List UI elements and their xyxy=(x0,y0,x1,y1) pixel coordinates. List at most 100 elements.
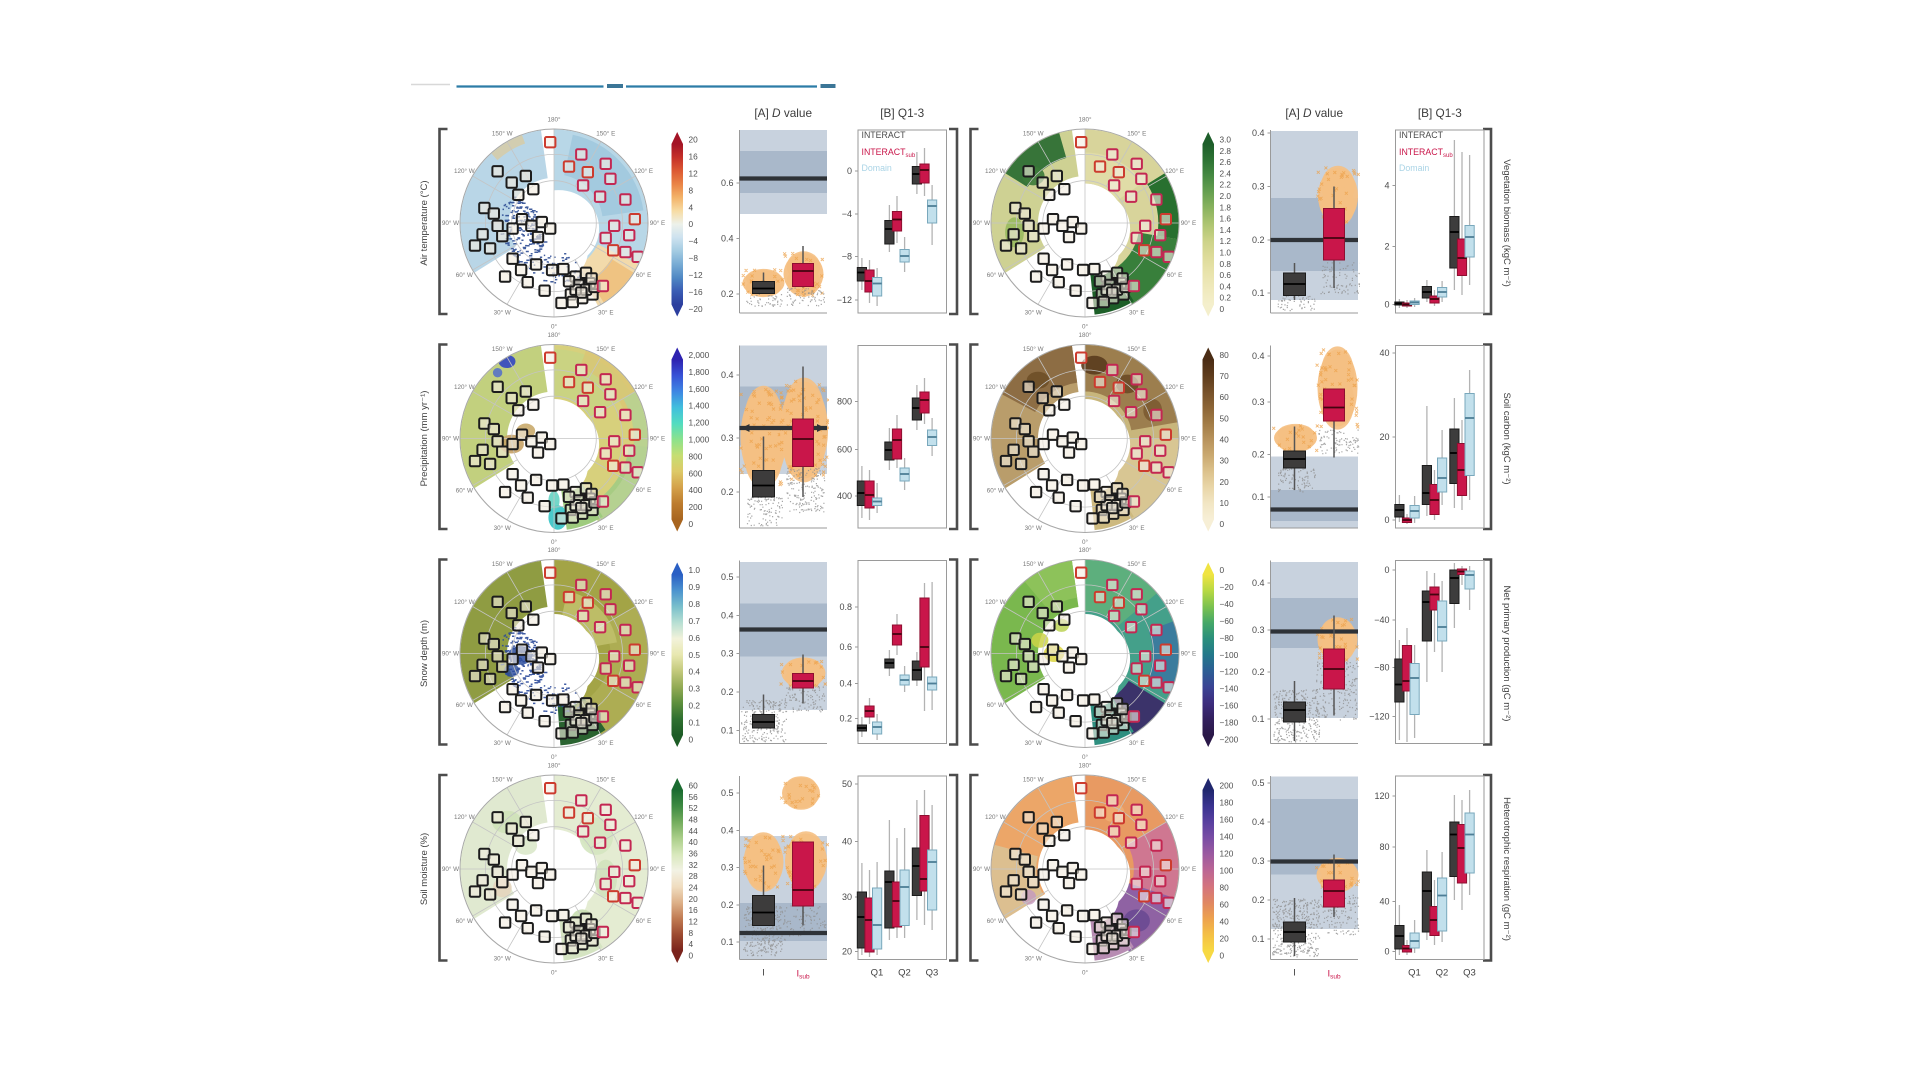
svg-text:0.2: 0.2 xyxy=(1220,293,1232,303)
svg-text:1,200: 1,200 xyxy=(689,418,710,428)
svg-text:8: 8 xyxy=(689,928,694,938)
svg-text:50: 50 xyxy=(1220,413,1230,423)
svg-text:0.4: 0.4 xyxy=(721,611,734,621)
svg-text:Q2: Q2 xyxy=(1436,968,1449,979)
svg-text:150° W: 150° W xyxy=(492,345,513,353)
svg-text:1.6: 1.6 xyxy=(1220,214,1232,224)
svg-text:0.1: 0.1 xyxy=(1252,934,1265,944)
svg-text:−16: −16 xyxy=(689,287,703,297)
svg-text:30° E: 30° E xyxy=(598,739,613,747)
svg-text:180: 180 xyxy=(1220,798,1234,808)
svg-text:20: 20 xyxy=(1220,934,1230,944)
svg-text:0.8: 0.8 xyxy=(689,599,701,609)
svg-text:150° E: 150° E xyxy=(1127,345,1146,353)
svg-text:0.2: 0.2 xyxy=(1252,235,1265,245)
svg-text:60: 60 xyxy=(689,781,699,791)
svg-text:0.2: 0.2 xyxy=(721,687,734,697)
svg-text:30: 30 xyxy=(1220,456,1230,466)
svg-text:90° E: 90° E xyxy=(650,650,665,658)
svg-text:150° W: 150° W xyxy=(1023,129,1044,137)
svg-text:0.1: 0.1 xyxy=(721,937,734,947)
svg-text:30° W: 30° W xyxy=(1025,524,1042,532)
svg-text:1,600: 1,600 xyxy=(689,384,710,394)
svg-text:30° W: 30° W xyxy=(494,955,511,963)
svg-text:0.7: 0.7 xyxy=(689,616,701,626)
svg-text:−4: −4 xyxy=(842,209,852,219)
svg-text:1,400: 1,400 xyxy=(689,401,710,411)
svg-text:−100: −100 xyxy=(1220,650,1239,660)
svg-text:20: 20 xyxy=(689,894,699,904)
svg-text:150° E: 150° E xyxy=(596,560,615,568)
svg-text:30° W: 30° W xyxy=(494,309,511,317)
svg-text:120° E: 120° E xyxy=(1165,598,1184,606)
svg-text:0.3: 0.3 xyxy=(721,863,734,873)
svg-text:180°: 180° xyxy=(1078,331,1092,339)
svg-text:60° W: 60° W xyxy=(987,486,1004,494)
svg-text:0°: 0° xyxy=(1082,753,1089,761)
svg-text:8: 8 xyxy=(689,185,694,195)
svg-text:60° W: 60° W xyxy=(456,701,473,709)
svg-text:−120: −120 xyxy=(1220,667,1239,677)
svg-text:0.4: 0.4 xyxy=(689,667,701,677)
svg-text:120° W: 120° W xyxy=(454,813,475,821)
svg-text:150° W: 150° W xyxy=(1023,345,1044,353)
svg-text:0: 0 xyxy=(1384,300,1389,310)
svg-text:150° W: 150° W xyxy=(492,775,513,783)
svg-text:60° E: 60° E xyxy=(1167,271,1182,279)
svg-text:0.3: 0.3 xyxy=(1252,625,1265,635)
svg-text:Q1: Q1 xyxy=(871,968,884,979)
svg-text:0.2: 0.2 xyxy=(839,714,852,724)
svg-text:0.4: 0.4 xyxy=(1252,578,1265,588)
svg-text:1.4: 1.4 xyxy=(1220,225,1232,235)
svg-text:0.6: 0.6 xyxy=(689,633,701,643)
svg-text:60° W: 60° W xyxy=(987,917,1004,925)
svg-text:600: 600 xyxy=(689,468,703,478)
svg-text:60° W: 60° W xyxy=(456,917,473,925)
svg-text:90° W: 90° W xyxy=(973,435,990,443)
svg-text:2: 2 xyxy=(1384,242,1389,252)
svg-text:0: 0 xyxy=(1220,304,1225,314)
svg-text:0.4: 0.4 xyxy=(1252,351,1265,361)
svg-text:Q3: Q3 xyxy=(1463,968,1476,979)
svg-text:60° E: 60° E xyxy=(636,917,651,925)
svg-text:2.4: 2.4 xyxy=(1220,168,1232,178)
svg-text:0.5: 0.5 xyxy=(689,650,701,660)
svg-text:Soil moisture (%): Soil moisture (%) xyxy=(419,833,430,905)
svg-text:−120: −120 xyxy=(1369,712,1389,722)
svg-text:60° W: 60° W xyxy=(456,271,473,279)
svg-text:52: 52 xyxy=(689,803,699,813)
svg-text:90° E: 90° E xyxy=(650,435,665,443)
svg-text:90° E: 90° E xyxy=(1181,650,1196,658)
svg-text:120° W: 120° W xyxy=(454,598,475,606)
svg-text:I: I xyxy=(1293,968,1296,979)
svg-text:4: 4 xyxy=(1384,181,1389,191)
svg-text:12: 12 xyxy=(689,917,699,927)
svg-text:44: 44 xyxy=(689,826,699,836)
svg-text:90° W: 90° W xyxy=(442,650,459,658)
svg-text:600: 600 xyxy=(837,445,852,455)
svg-text:0.2: 0.2 xyxy=(721,289,734,299)
svg-text:0.2: 0.2 xyxy=(1252,450,1265,460)
svg-text:150° W: 150° W xyxy=(1023,775,1044,783)
svg-text:120° E: 120° E xyxy=(634,383,653,391)
svg-text:120° W: 120° W xyxy=(454,383,475,391)
svg-text:0°: 0° xyxy=(551,753,558,761)
svg-text:0.6: 0.6 xyxy=(839,642,852,652)
svg-text:120: 120 xyxy=(1220,849,1234,859)
svg-text:150° E: 150° E xyxy=(596,129,615,137)
svg-text:400: 400 xyxy=(689,485,703,495)
svg-text:30° W: 30° W xyxy=(1025,955,1042,963)
svg-text:INTERACTsub: INTERACTsub xyxy=(1399,147,1453,159)
svg-text:120° W: 120° W xyxy=(985,598,1006,606)
svg-text:90° W: 90° W xyxy=(973,650,990,658)
svg-text:Soil carbon (kgC m⁻²): Soil carbon (kgC m⁻²) xyxy=(1501,392,1512,484)
svg-text:−20: −20 xyxy=(689,304,703,314)
svg-text:48: 48 xyxy=(689,815,699,825)
svg-text:[A] D value: [A] D value xyxy=(754,106,812,120)
svg-text:−12: −12 xyxy=(689,270,703,280)
svg-text:0.2: 0.2 xyxy=(1252,667,1265,677)
svg-text:180°: 180° xyxy=(1078,762,1092,770)
svg-text:10: 10 xyxy=(1220,498,1230,508)
svg-text:150° W: 150° W xyxy=(492,560,513,568)
svg-text:90° W: 90° W xyxy=(442,435,459,443)
